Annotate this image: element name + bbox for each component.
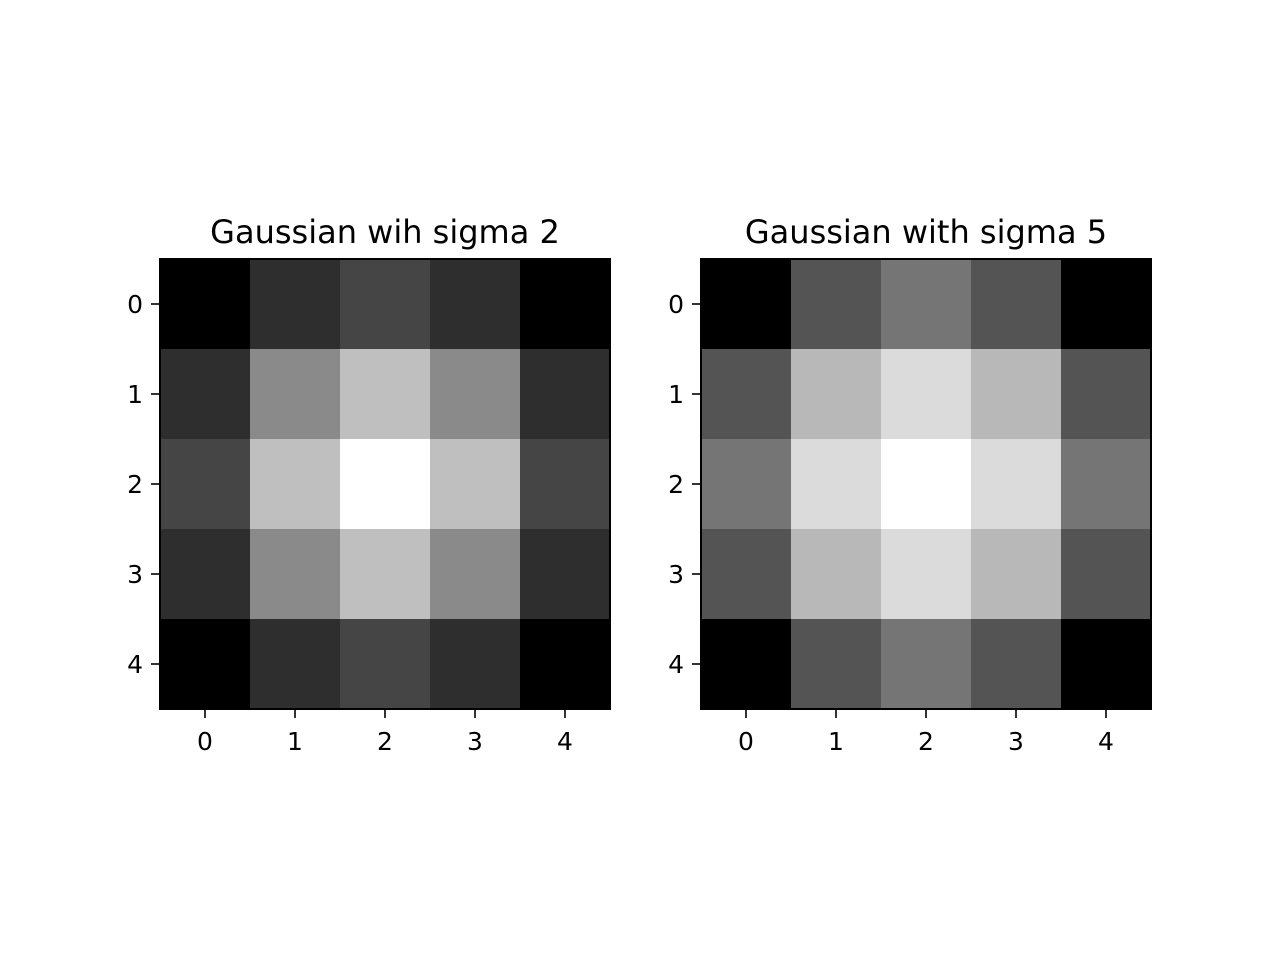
left-heatmap-cell-r1-c4 [520, 349, 611, 440]
right-heatmap-cell-r4-c1 [791, 619, 882, 710]
right-heatmap-cell-r4-c2 [881, 619, 972, 710]
right-x-tick-label-3: 3 [1008, 727, 1024, 756]
left-x-tick-label-2: 2 [377, 727, 393, 756]
left-heatmap-cell-r0-c1 [250, 259, 341, 350]
left-heatmap-cell-r0-c0 [160, 259, 251, 350]
left-y-tick-label-2: 2 [127, 470, 143, 499]
right-heatmap-cell-r2-c2 [881, 439, 972, 530]
left-heatmap-cell-r3-c3 [430, 529, 521, 620]
left-heatmap-cell-r2-c1 [250, 439, 341, 530]
left-heatmap-cell-r0-c4 [520, 259, 611, 350]
right-heatmap-cell-r1-c2 [881, 349, 972, 440]
right-heatmap-cell-r1-c3 [971, 349, 1062, 440]
right-heatmap-cell-r3-c2 [881, 529, 972, 620]
left-x-tick-label-0: 0 [197, 727, 213, 756]
right-heatmap-title: Gaussian with sigma 5 [745, 213, 1107, 251]
left-heatmap-cell-r0-c3 [430, 259, 521, 350]
right-heatmap-cell-r0-c1 [791, 259, 882, 350]
right-heatmap-cell-r2-c3 [971, 439, 1062, 530]
right-heatmap-cell-r0-c2 [881, 259, 972, 350]
left-heatmap-cell-r3-c0 [160, 529, 251, 620]
right-heatmap-cell-r2-c1 [791, 439, 882, 530]
left-heatmap-ticks: 0 1 2 3 4 0 1 2 3 4 [127, 290, 573, 756]
right-heatmap-cell-r1-c0 [701, 349, 792, 440]
right-heatmap-ticks: 0 1 2 3 4 0 1 2 3 4 [668, 290, 1114, 756]
left-y-tick-label-1: 1 [127, 380, 143, 409]
right-y-tick-label-0: 0 [668, 290, 684, 319]
right-heatmap-cell-r2-c0 [701, 439, 792, 530]
right-heatmap-cell-r3-c3 [971, 529, 1062, 620]
right-heatmap-cell-r0-c3 [971, 259, 1062, 350]
left-heatmap-cell-r1-c0 [160, 349, 251, 440]
left-heatmap-cell-r3-c1 [250, 529, 341, 620]
right-heatmap-cell-r4-c4 [1061, 619, 1152, 710]
right-heatmap-cell-r2-c4 [1061, 439, 1152, 530]
left-heatmap-cell-r1-c1 [250, 349, 341, 440]
right-y-tick-label-2: 2 [668, 470, 684, 499]
left-x-tick-label-3: 3 [467, 727, 483, 756]
right-heatmap-cell-r3-c1 [791, 529, 882, 620]
right-heatmap-cell-r0-c0 [701, 259, 792, 350]
left-heatmap-cell-r2-c0 [160, 439, 251, 530]
left-heatmap-title: Gaussian wih sigma 2 [210, 213, 560, 251]
right-heatmap-cell-r4-c0 [701, 619, 792, 710]
left-x-tick-label-4: 4 [557, 727, 573, 756]
right-heatmap-cell-r1-c4 [1061, 349, 1152, 440]
left-heatmap-cell-r1-c3 [430, 349, 521, 440]
left-heatmap-cell-r2-c2 [340, 439, 431, 530]
left-heatmap-cell-r0-c2 [340, 259, 431, 350]
right-heatmap-cell-r1-c1 [791, 349, 882, 440]
left-heatmap-cells [160, 259, 611, 710]
left-heatmap-cell-r4-c0 [160, 619, 251, 710]
left-y-tick-label-4: 4 [127, 650, 143, 679]
right-heatmap-cell-r0-c4 [1061, 259, 1152, 350]
left-heatmap-cell-r4-c2 [340, 619, 431, 710]
right-x-tick-label-1: 1 [828, 727, 844, 756]
left-heatmap-cell-r2-c4 [520, 439, 611, 530]
left-heatmap-cell-r4-c3 [430, 619, 521, 710]
right-heatmap-panel: Gaussian with sigma 5 0 1 2 3 4 0 1 2 3 4 [668, 213, 1152, 756]
left-heatmap-cell-r4-c4 [520, 619, 611, 710]
left-heatmap-panel: Gaussian wih sigma 2 0 1 2 3 4 0 1 2 3 4 [127, 213, 611, 756]
left-y-tick-label-3: 3 [127, 560, 143, 589]
right-x-tick-label-2: 2 [918, 727, 934, 756]
right-y-tick-label-3: 3 [668, 560, 684, 589]
right-y-tick-label-1: 1 [668, 380, 684, 409]
right-heatmap-cells [701, 259, 1152, 710]
right-y-tick-label-4: 4 [668, 650, 684, 679]
right-x-tick-label-0: 0 [738, 727, 754, 756]
left-heatmap-cell-r3-c4 [520, 529, 611, 620]
right-heatmap-cell-r3-c4 [1061, 529, 1152, 620]
left-heatmap-cell-r1-c2 [340, 349, 431, 440]
left-heatmap-cell-r2-c3 [430, 439, 521, 530]
left-heatmap-cell-r4-c1 [250, 619, 341, 710]
right-heatmap-cell-r3-c0 [701, 529, 792, 620]
left-x-tick-label-1: 1 [287, 727, 303, 756]
right-heatmap-cell-r4-c3 [971, 619, 1062, 710]
left-y-tick-label-0: 0 [127, 290, 143, 319]
right-x-tick-label-4: 4 [1098, 727, 1114, 756]
left-heatmap-cell-r3-c2 [340, 529, 431, 620]
